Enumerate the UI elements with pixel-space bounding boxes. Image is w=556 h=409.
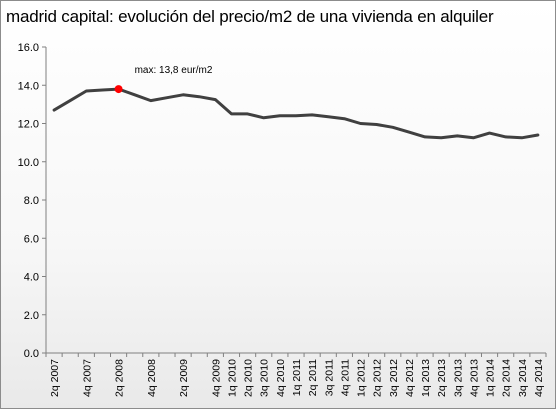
x-tick-label: 4q 2014 bbox=[533, 359, 545, 397]
y-tick-label: 10.0 bbox=[18, 157, 39, 169]
x-tick-label: 1q 2011 bbox=[291, 359, 303, 396]
series-layer bbox=[52, 87, 540, 140]
y-axis-ticks: 0.0 2.0 4.0 6.0 8.0 10.0 12.0 14.0 16.0 bbox=[18, 42, 46, 360]
y-tick-label: 4.0 bbox=[24, 272, 39, 284]
y-tick-label: 16.0 bbox=[18, 42, 39, 54]
x-tick-label: 2q 2009 bbox=[178, 359, 190, 397]
y-tick-label: 6.0 bbox=[24, 233, 39, 245]
series-line bbox=[52, 87, 540, 140]
x-tick-label: 4q 2010 bbox=[275, 359, 287, 397]
x-tick-label: 2q 2014 bbox=[501, 359, 513, 397]
max-annotation-label: max: 13,8 eur/m2 bbox=[135, 65, 213, 76]
x-tick-label: 2q 2011 bbox=[307, 359, 319, 396]
x-tick-label: 4q 2013 bbox=[468, 359, 480, 397]
x-tick-label: 4q 2012 bbox=[404, 359, 416, 397]
y-tick-label: 8.0 bbox=[24, 195, 39, 207]
x-tick-label: 4q 2008 bbox=[146, 359, 158, 397]
x-tick-label: 3q 2013 bbox=[452, 359, 464, 397]
x-tick-label: 1q 2010 bbox=[226, 359, 238, 397]
x-tick-label: 1q 2013 bbox=[420, 359, 432, 397]
y-tick-label: 0.0 bbox=[24, 348, 39, 360]
x-tick-label: 2q 2012 bbox=[372, 359, 384, 397]
y-tick-label: 12.0 bbox=[18, 119, 39, 131]
x-tick-label: 2q 2013 bbox=[436, 359, 448, 397]
x-tick-label: 4q 2011 bbox=[339, 359, 351, 396]
chart-title: madrid capital: evolución del precio/m2 … bbox=[6, 7, 494, 26]
annotations: max: 13,8 eur/m2 bbox=[114, 65, 213, 94]
y-tick-label: 14.0 bbox=[18, 80, 39, 92]
x-tick-label: 3q 2011 bbox=[323, 359, 335, 396]
x-axis-ticks: 2q 2007 4q 2007 2q 2008 4q 2008 2q 2009 4q 20… bbox=[45, 353, 547, 397]
max-point-marker bbox=[114, 85, 123, 94]
x-tick-label: 2q 2010 bbox=[243, 359, 255, 397]
x-tick-label: 1q 2014 bbox=[485, 359, 497, 397]
x-tick-label: 3q 2012 bbox=[388, 359, 400, 397]
x-tick-label: 2q 2007 bbox=[49, 359, 61, 397]
x-tick-label: 4q 2007 bbox=[81, 359, 93, 397]
x-tick-label: 1q 2012 bbox=[356, 359, 368, 397]
x-tick-label: 2q 2008 bbox=[114, 359, 126, 397]
x-tick-label: 4q 2009 bbox=[210, 359, 222, 397]
x-tick-label: 3q 2014 bbox=[517, 359, 529, 397]
y-tick-label: 2.0 bbox=[24, 310, 39, 322]
axes bbox=[45, 47, 546, 354]
x-tick-label: 3q 2010 bbox=[259, 359, 271, 397]
